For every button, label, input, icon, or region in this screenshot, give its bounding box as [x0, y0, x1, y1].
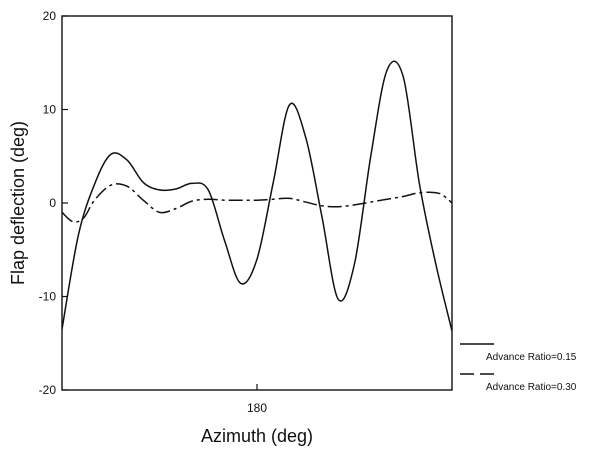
plot-frame — [61, 15, 453, 391]
y-tick-label: -20 — [39, 383, 57, 397]
y-axis-title: Flap deflection (deg) — [8, 121, 28, 285]
series-lines — [62, 60, 452, 332]
x-tick-label: 180 — [247, 401, 267, 415]
series-line-advance-ratio-0-30 — [62, 183, 452, 223]
y-tick-label: 10 — [43, 103, 57, 117]
legend-label: Advance Ratio=0.15 — [486, 352, 577, 363]
x-axis-title: Azimuth (deg) — [201, 426, 313, 446]
y-tick-label: 0 — [49, 196, 56, 210]
axes: 20 10 0 -10 -20 180 Azimuth (deg) Flap deflecti… — [8, 9, 453, 446]
legend-label: Advance Ratio=0.30 — [486, 382, 577, 393]
y-tick-label: -10 — [39, 290, 57, 304]
series-line-advance-ratio-0-15 — [62, 60, 452, 332]
legend: Advance Ratio=0.15 Advance Ratio=0.30 — [460, 343, 577, 393]
plot-area — [62, 60, 452, 332]
y-tick-label: 20 — [43, 9, 57, 23]
